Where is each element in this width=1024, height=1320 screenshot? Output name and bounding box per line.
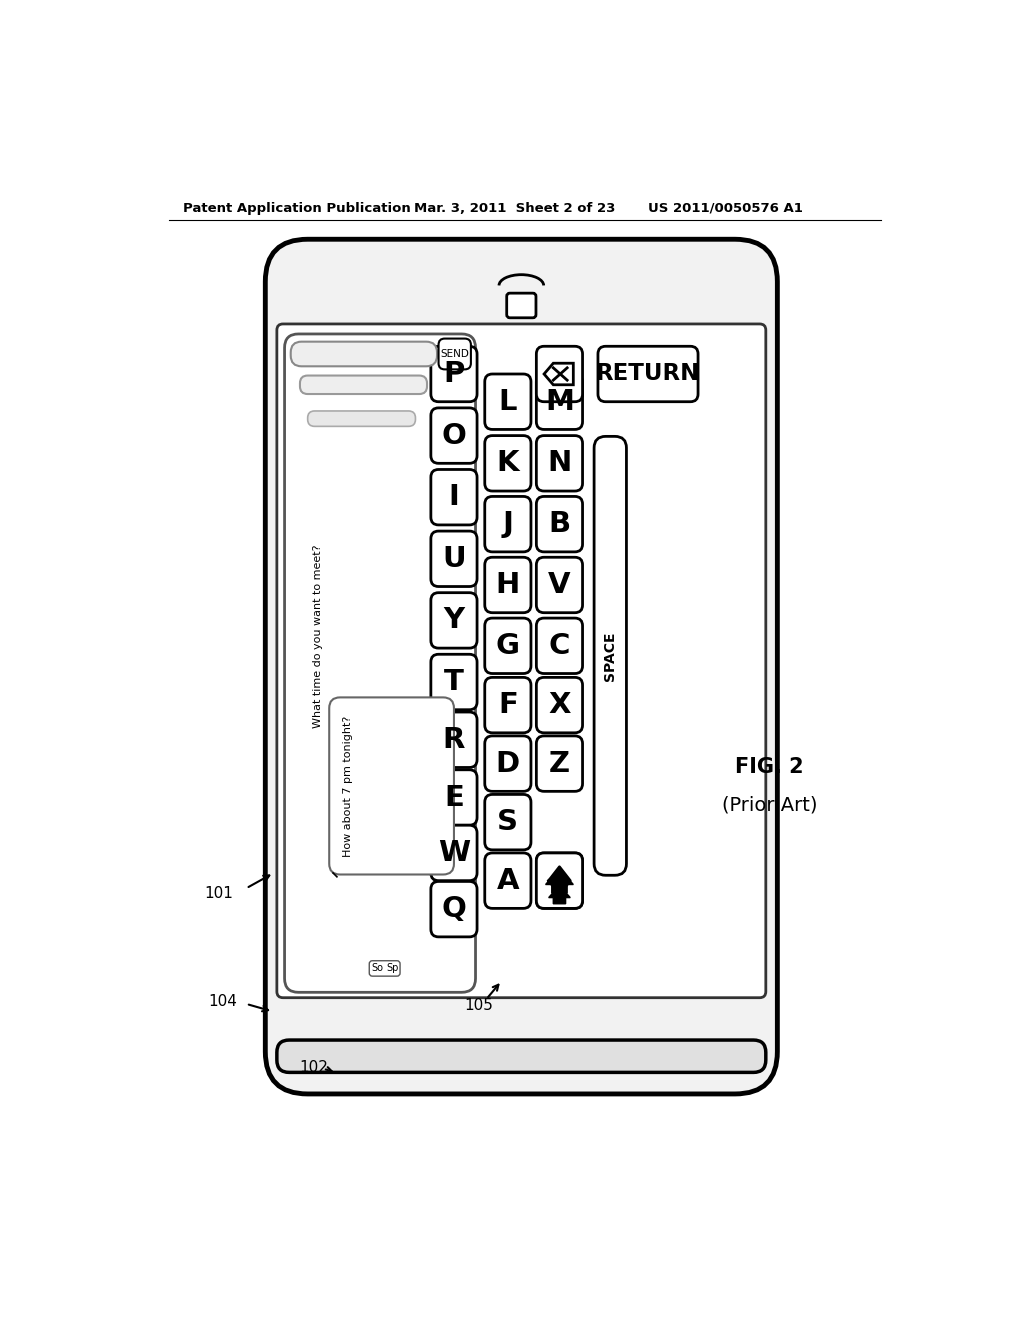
Text: Mar. 3, 2011  Sheet 2 of 23: Mar. 3, 2011 Sheet 2 of 23 [414,202,615,215]
Text: V: V [548,572,570,599]
FancyBboxPatch shape [484,737,531,792]
Text: A: A [497,867,519,895]
FancyBboxPatch shape [431,531,477,586]
FancyBboxPatch shape [431,346,477,401]
Text: C: C [549,632,570,660]
FancyBboxPatch shape [484,853,531,908]
FancyBboxPatch shape [285,334,475,993]
Text: How about 7 pm tonight?: How about 7 pm tonight? [343,715,352,857]
FancyBboxPatch shape [484,618,531,673]
FancyBboxPatch shape [594,437,627,875]
Text: Q: Q [441,895,466,923]
FancyBboxPatch shape [537,677,583,733]
Text: H: H [496,572,520,599]
Text: N: N [547,449,571,478]
FancyBboxPatch shape [300,376,427,395]
Polygon shape [549,886,570,904]
Text: (Prior Art): (Prior Art) [722,796,817,814]
Text: S: S [498,808,518,836]
FancyBboxPatch shape [291,342,437,367]
FancyBboxPatch shape [330,697,454,875]
Text: D: D [496,750,520,777]
Text: SPACE: SPACE [603,631,617,681]
Text: F: F [498,692,518,719]
Text: Sp: Sp [386,964,398,973]
Text: US 2011/0050576 A1: US 2011/0050576 A1 [648,202,803,215]
FancyBboxPatch shape [537,374,583,429]
FancyBboxPatch shape [537,496,583,552]
FancyBboxPatch shape [537,853,583,908]
Text: E: E [444,784,464,812]
FancyBboxPatch shape [537,737,583,792]
Text: T: T [444,668,464,696]
Text: L: L [499,388,517,416]
FancyBboxPatch shape [484,496,531,552]
FancyBboxPatch shape [370,961,400,977]
Text: M: M [545,388,573,416]
FancyBboxPatch shape [537,557,583,612]
FancyBboxPatch shape [276,323,766,998]
FancyBboxPatch shape [537,853,583,908]
FancyBboxPatch shape [537,618,583,673]
FancyBboxPatch shape [507,293,536,318]
Text: R: R [442,726,465,754]
Text: K: K [497,449,519,478]
FancyBboxPatch shape [438,339,471,370]
FancyBboxPatch shape [431,711,477,767]
Polygon shape [544,363,573,385]
Text: 105: 105 [464,998,493,1012]
Text: G: G [496,632,520,660]
Text: O: O [441,421,466,450]
Text: 104: 104 [208,994,237,1008]
Text: So: So [371,964,383,973]
Text: X: X [548,692,570,719]
Text: J: J [503,510,513,539]
FancyBboxPatch shape [484,557,531,612]
FancyBboxPatch shape [431,882,477,937]
FancyBboxPatch shape [431,408,477,463]
Text: W: W [438,840,470,867]
FancyBboxPatch shape [537,346,583,401]
FancyBboxPatch shape [598,346,698,401]
Text: Patent Application Publication: Patent Application Publication [183,202,411,215]
FancyBboxPatch shape [307,411,416,426]
Text: I: I [449,483,460,511]
Text: SEND: SEND [440,348,469,359]
FancyBboxPatch shape [431,593,477,648]
Polygon shape [546,869,573,892]
Text: RETURN: RETURN [596,363,700,385]
Text: Z: Z [549,750,570,777]
FancyBboxPatch shape [537,436,583,491]
FancyBboxPatch shape [484,795,531,850]
Text: B: B [549,510,570,539]
Text: What time do you want to meet?: What time do you want to meet? [312,544,323,727]
FancyBboxPatch shape [484,374,531,429]
Text: 101: 101 [204,886,233,902]
FancyBboxPatch shape [431,470,477,525]
Text: Y: Y [443,606,465,635]
Text: 102: 102 [299,1060,329,1074]
Text: P: P [443,360,465,388]
Text: U: U [442,545,466,573]
FancyBboxPatch shape [431,655,477,710]
FancyBboxPatch shape [431,770,477,825]
Text: FIG. 2: FIG. 2 [735,756,804,776]
FancyBboxPatch shape [265,239,777,1094]
FancyBboxPatch shape [484,436,531,491]
FancyBboxPatch shape [484,677,531,733]
FancyBboxPatch shape [276,1040,766,1072]
FancyBboxPatch shape [431,825,477,880]
